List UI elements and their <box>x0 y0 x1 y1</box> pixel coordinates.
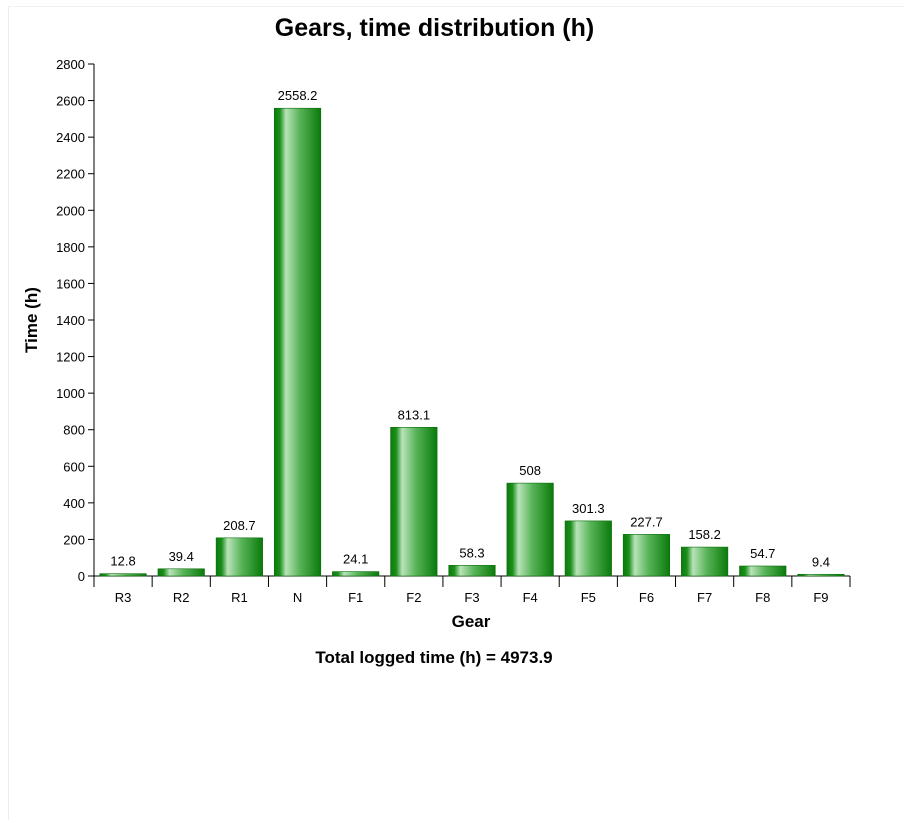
x-tick-label: F6 <box>639 590 654 605</box>
total-logged-time: Total logged time (h) = 4973.9 <box>315 648 553 667</box>
data-label-R1: 208.7 <box>223 518 256 533</box>
bar-F4 <box>506 482 554 577</box>
x-tick-label: F8 <box>755 590 770 605</box>
y-tick-label: 800 <box>63 423 85 438</box>
data-label-F6: 227.7 <box>630 514 663 529</box>
y-tick-label: 1000 <box>56 386 85 401</box>
y-axis: 0 200 400 600 800 1000 1200 1400 1600 1800 2000 220… <box>56 57 95 584</box>
y-tick-label: 1600 <box>56 276 85 291</box>
data-label-F5: 301.3 <box>572 501 605 516</box>
x-tick-label: F3 <box>464 590 479 605</box>
x-tick-label: R3 <box>115 590 132 605</box>
y-tick-label: 2000 <box>56 203 85 218</box>
bar-F7 <box>681 546 729 577</box>
x-axis-title: Gear <box>451 612 491 631</box>
x-tick-label: N <box>293 590 302 605</box>
bar-R3 <box>99 573 147 577</box>
x-axis: R3 R2 R1 N F1 F2 F3 F4 F5 F6 F7 F8 F9 <box>93 575 851 605</box>
data-label-F9: 9.4 <box>812 554 830 569</box>
data-label-F1: 24.1 <box>343 552 368 567</box>
data-label-F7: 158.2 <box>688 527 721 542</box>
x-tick-label: F4 <box>523 590 538 605</box>
y-tick-label: 2400 <box>56 130 85 145</box>
x-tick-label: R1 <box>231 590 248 605</box>
x-tick-label: F5 <box>581 590 596 605</box>
data-label-R2: 39.4 <box>169 549 194 564</box>
chart-title: Gears, time distribution (h) <box>274 14 595 42</box>
y-tick-label: 0 <box>78 569 85 584</box>
bar-F8 <box>739 565 787 577</box>
data-labels: 12.8 39.4 208.7 2558.2 24.1 813.1 58.3 508 301.3… <box>110 88 830 569</box>
y-tick-label: 2800 <box>56 57 85 72</box>
y-tick-label: 1400 <box>56 313 85 328</box>
x-tick-label: F7 <box>697 590 712 605</box>
data-label-R3: 12.8 <box>110 554 135 569</box>
y-tick-label: 400 <box>63 496 85 511</box>
bar-R1 <box>215 537 263 577</box>
bar-F6 <box>622 534 671 577</box>
x-tick-label: F2 <box>406 590 421 605</box>
y-tick-label: 1200 <box>56 350 85 365</box>
bar-F1 <box>332 571 380 577</box>
bar-F9 <box>797 573 845 577</box>
bar-F2 <box>390 427 438 577</box>
bar-R2 <box>157 568 205 577</box>
x-tick-label: F1 <box>348 590 363 605</box>
y-tick-label: 2600 <box>56 94 85 109</box>
y-tick-label: 600 <box>63 459 85 474</box>
bar-F5 <box>564 520 612 577</box>
data-label-F3: 58.3 <box>459 545 484 560</box>
x-tick-label: F9 <box>813 590 828 605</box>
bar-N <box>273 107 322 577</box>
y-tick-label: 1800 <box>56 240 85 255</box>
chart-frame <box>8 6 905 820</box>
bar-F3 <box>448 565 496 577</box>
x-tick-label: R2 <box>173 590 190 605</box>
y-tick-label: 200 <box>63 532 85 547</box>
bars <box>99 107 845 577</box>
data-label-N: 2558.2 <box>278 88 318 103</box>
y-tick-label: 2200 <box>56 167 85 182</box>
data-label-F4: 508 <box>519 463 541 478</box>
data-label-F8: 54.7 <box>750 546 775 561</box>
data-label-F2: 813.1 <box>398 407 431 422</box>
